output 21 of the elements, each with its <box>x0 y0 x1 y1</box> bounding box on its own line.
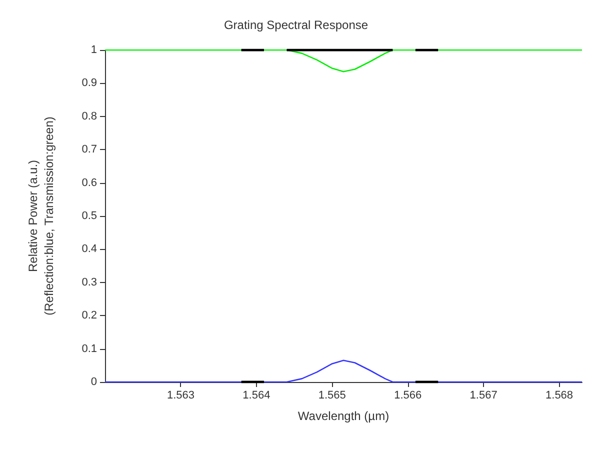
chart-title: Grating Spectral Response <box>224 18 368 32</box>
y-axis-title: Relative Power (a.u.) (Reflection:blue, Transmission:green) <box>26 116 56 316</box>
x-tick-label: 1.565 <box>318 390 346 402</box>
y-tick-label: 0.9 <box>82 77 97 90</box>
x-tick-label: 1.567 <box>470 390 498 402</box>
y-tick-label: 0.4 <box>82 243 97 256</box>
x-tick-label: 1.568 <box>546 390 574 402</box>
x-tick-label: 1.563 <box>166 390 194 402</box>
y-tick-label: 1 <box>90 44 97 56</box>
y-tick-label: 0.6 <box>82 176 97 189</box>
y-tick-label: 0.7 <box>82 144 97 156</box>
y-tick-label: 0.5 <box>82 210 97 222</box>
line-series <box>104 49 583 72</box>
y-tick-label: 0.8 <box>82 110 97 122</box>
y-tick-label: 0.3 <box>82 276 97 288</box>
y-tick-label: 0 <box>90 376 97 388</box>
y-tick-label: 0.1 <box>82 342 97 355</box>
x-axis-title: Wavelength (µm) <box>298 409 390 423</box>
y-tick-label: 0.2 <box>82 310 97 322</box>
x-tick-label: 1.564 <box>242 390 270 402</box>
x-tick-label: 1.566 <box>394 390 422 402</box>
